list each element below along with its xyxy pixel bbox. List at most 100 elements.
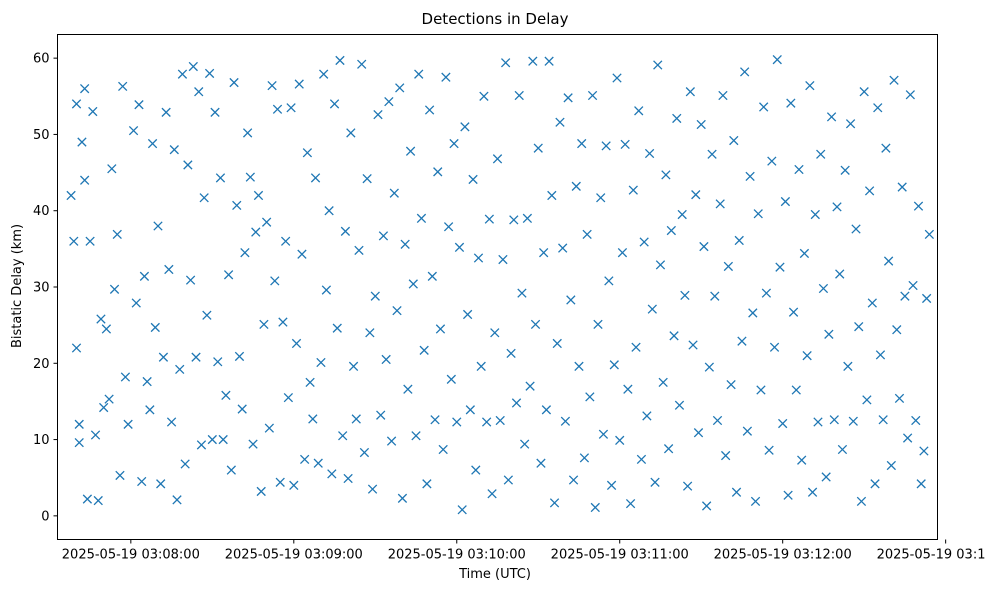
data-point-marker — [234, 351, 245, 362]
data-point-marker — [395, 83, 405, 93]
data-point-marker — [753, 209, 763, 219]
data-point-marker — [788, 307, 799, 317]
data-point-marker — [427, 271, 437, 281]
data-point-marker — [710, 291, 720, 301]
data-point-marker — [185, 275, 196, 285]
data-point-marker — [134, 100, 144, 110]
data-point-marker — [370, 291, 380, 301]
data-point-marker — [430, 415, 440, 425]
data-point-marker — [357, 59, 367, 69]
data-point-marker — [99, 402, 109, 413]
data-point-marker — [500, 58, 511, 68]
data-point-marker — [283, 392, 294, 403]
data-point-marker — [802, 350, 812, 361]
data-point-marker — [85, 236, 95, 246]
data-point-marker — [615, 435, 625, 445]
data-point-marker — [359, 447, 370, 458]
data-point-marker — [457, 505, 467, 515]
data-point-marker — [414, 69, 424, 79]
data-point-marker — [392, 305, 402, 316]
data-point-marker — [313, 458, 323, 468]
data-point-marker — [289, 480, 299, 490]
data-point-marker — [674, 400, 685, 410]
data-point-marker — [745, 171, 755, 182]
data-point-marker — [302, 148, 313, 158]
data-point-marker — [905, 90, 915, 100]
data-point-marker — [232, 200, 242, 211]
data-point-marker — [835, 269, 845, 279]
data-point-marker — [419, 345, 429, 355]
data-point-marker — [571, 181, 581, 191]
data-point-marker — [731, 487, 742, 497]
data-point-marker — [389, 188, 399, 198]
data-point-marker — [308, 414, 318, 424]
data-point-marker — [707, 149, 717, 159]
data-point-marker — [194, 87, 204, 97]
data-point-marker — [221, 390, 231, 400]
data-point-marker — [183, 160, 193, 170]
data-point-marker — [699, 241, 709, 252]
data-point-marker — [916, 479, 926, 489]
data-point-marker — [443, 222, 454, 232]
data-point-marker — [574, 361, 584, 371]
data-point-marker — [547, 190, 557, 201]
data-point-marker — [112, 229, 122, 240]
x-tick-label: 2025-05-19 03:13:00 — [877, 548, 986, 563]
data-point-marker — [769, 342, 780, 352]
data-point-marker — [411, 431, 421, 441]
data-point-marker — [118, 81, 128, 92]
data-point-marker — [514, 90, 524, 101]
data-point-marker — [509, 215, 519, 225]
data-point-marker — [568, 475, 579, 485]
data-point-marker — [506, 348, 516, 359]
data-point-marker — [468, 174, 478, 185]
data-point-marker — [900, 291, 910, 301]
data-point-marker — [892, 325, 902, 335]
data-point-marker — [536, 458, 546, 468]
data-point-marker — [286, 103, 296, 113]
data-point-marker — [96, 314, 106, 324]
data-point-marker — [123, 419, 133, 429]
data-point-marker — [158, 352, 169, 362]
data-point-marker — [229, 77, 239, 88]
data-point-marker — [297, 249, 307, 259]
data-point-marker — [137, 476, 147, 487]
data-point-marker — [150, 322, 160, 333]
data-point-marker — [775, 262, 785, 272]
data-point-marker — [756, 385, 766, 395]
data-point-marker — [310, 173, 321, 183]
data-point-marker — [338, 431, 348, 441]
x-axis-label: Time (UTC) — [458, 567, 531, 582]
data-point-marker — [566, 295, 576, 305]
data-point-marker — [628, 185, 638, 195]
data-point-marker — [77, 137, 87, 147]
data-point-marker — [864, 186, 875, 196]
data-point-marker — [737, 336, 747, 346]
data-point-marker — [685, 87, 695, 97]
data-point-marker — [223, 270, 234, 280]
data-point-marker — [261, 217, 272, 227]
data-point-marker — [883, 256, 894, 266]
data-point-marker — [786, 98, 796, 108]
data-point-marker — [156, 479, 166, 489]
data-point-marker — [321, 285, 332, 295]
data-point-marker — [384, 96, 394, 107]
data-point-marker — [71, 343, 82, 353]
data-point-marker — [172, 495, 182, 505]
data-point-marker — [729, 135, 739, 146]
data-point-marker — [93, 495, 103, 506]
data-point-marker — [449, 138, 459, 149]
data-point-marker — [913, 201, 924, 211]
data-point-marker — [446, 374, 456, 384]
data-point-marker — [837, 444, 848, 455]
data-point-marker — [88, 106, 98, 117]
data-point-marker — [609, 360, 619, 370]
data-point-marker — [848, 416, 858, 426]
data-point-marker — [701, 501, 712, 511]
data-point-marker — [251, 227, 261, 237]
data-point-marker — [818, 283, 829, 294]
data-point-marker — [579, 453, 590, 463]
data-point-marker — [481, 417, 492, 427]
data-point-marker — [324, 206, 334, 216]
y-tick-label: 40 — [33, 204, 50, 219]
